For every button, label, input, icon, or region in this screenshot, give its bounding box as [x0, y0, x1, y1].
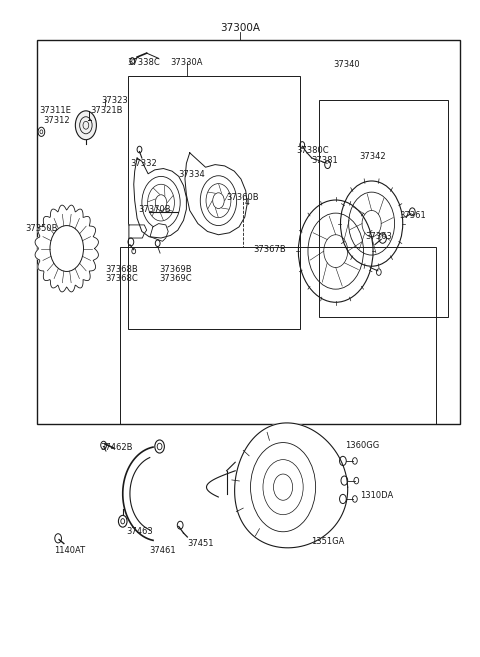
Text: 37334: 37334 — [179, 170, 205, 179]
Text: 37380C: 37380C — [297, 146, 329, 154]
Bar — [319, 101, 448, 317]
Text: 37369C: 37369C — [159, 273, 192, 283]
Polygon shape — [35, 205, 98, 292]
Circle shape — [341, 476, 348, 485]
Text: 37381: 37381 — [311, 156, 337, 165]
Text: 37368C: 37368C — [105, 273, 138, 283]
Polygon shape — [129, 225, 147, 238]
Bar — [120, 246, 436, 424]
Text: 37342: 37342 — [360, 152, 386, 161]
Text: 1310DA: 1310DA — [360, 491, 393, 500]
Polygon shape — [150, 223, 168, 241]
Text: 37330A: 37330A — [170, 58, 203, 67]
Text: 37300A: 37300A — [220, 23, 260, 34]
Bar — [128, 76, 300, 328]
Text: 37461: 37461 — [149, 545, 176, 555]
Text: 1360GG: 1360GG — [345, 441, 380, 449]
Text: 37367B: 37367B — [253, 245, 286, 254]
Text: 4: 4 — [245, 198, 250, 207]
Circle shape — [155, 440, 164, 453]
Circle shape — [339, 457, 346, 466]
Polygon shape — [185, 153, 247, 235]
Text: 37350B: 37350B — [25, 224, 58, 233]
Bar — [36, 40, 460, 424]
Text: 37363: 37363 — [365, 232, 392, 241]
Text: 37370B: 37370B — [139, 205, 171, 214]
Text: 37312: 37312 — [43, 116, 70, 125]
Text: 37462B: 37462B — [100, 443, 133, 452]
Text: 37361: 37361 — [399, 212, 426, 220]
Text: 37311E: 37311E — [39, 106, 71, 116]
Circle shape — [75, 111, 96, 140]
Text: 37340: 37340 — [333, 60, 360, 70]
Polygon shape — [235, 423, 348, 548]
Text: 37368B: 37368B — [105, 265, 138, 274]
Polygon shape — [134, 158, 186, 238]
Text: 37369B: 37369B — [159, 265, 192, 274]
Text: 37321B: 37321B — [91, 106, 123, 116]
Text: 37451: 37451 — [187, 539, 214, 548]
Circle shape — [119, 515, 127, 527]
Text: 37463: 37463 — [126, 527, 153, 536]
Text: 1140AT: 1140AT — [54, 545, 85, 555]
Text: 37360B: 37360B — [227, 193, 259, 202]
Text: 37338C: 37338C — [128, 58, 160, 67]
Text: 1351GA: 1351GA — [311, 537, 344, 546]
Circle shape — [339, 494, 346, 503]
Text: 37332: 37332 — [130, 159, 156, 168]
Text: 37323: 37323 — [101, 96, 128, 105]
